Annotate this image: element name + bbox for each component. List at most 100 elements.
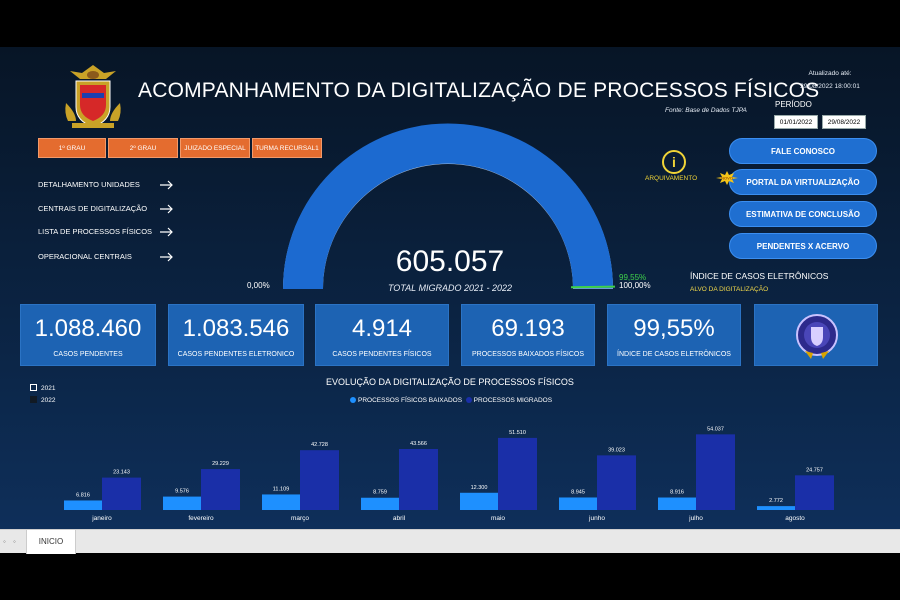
bar-migrados[interactable] xyxy=(795,475,834,510)
kpi-label: CASOS PENDENTES FÍSICOS xyxy=(332,351,432,358)
kpi-indice-casos-eletronicos: 99,55% ÍNDICE DE CASOS ELETRÔNICOS xyxy=(607,304,741,366)
legend-label-baixados: PROCESSOS FÍSICOS BAIXADOS xyxy=(358,397,463,404)
bar-data-label: 23.143 xyxy=(113,470,130,476)
bar-data-label: 8.759 xyxy=(373,490,387,496)
checkbox-icon xyxy=(30,396,37,403)
tab-2-grau[interactable]: 2º GRAU xyxy=(108,138,178,158)
bar-baixados[interactable] xyxy=(460,492,498,510)
arrow-right-icon[interactable] xyxy=(160,227,174,237)
prev-page-icon[interactable]: ◦ xyxy=(3,537,6,546)
page-title: ACOMPANHAMENTO DA DIGITALIZAÇÃO DE PROCE… xyxy=(138,79,820,102)
kpi-label: PROCESSOS BAIXADOS FÍSICOS xyxy=(471,351,585,358)
kpi-casos-pendentes-eletronico: 1.083.546 CASOS PENDENTES ELETRONICO xyxy=(168,304,304,366)
bar-data-label: 24.757 xyxy=(806,467,823,473)
period-label: PERÍODO xyxy=(775,100,812,109)
info-icon[interactable]: i xyxy=(662,150,686,174)
index-subtitle: ALVO DA DIGITALIZAÇÃO xyxy=(690,286,769,293)
gauge-target-label: 99,55% xyxy=(619,273,647,282)
bar-baixados[interactable] xyxy=(64,500,102,510)
tab-turma-recursal[interactable]: TURMA RECURSAL1 xyxy=(252,138,322,158)
bar-data-label: 54.037 xyxy=(707,426,724,432)
legend-dot-baixados xyxy=(350,397,356,403)
gauge-min-label: 0,00% xyxy=(247,281,270,290)
portal-virtualizacao-button[interactable]: PORTAL DA VIRTUALIZAÇÃO xyxy=(729,169,877,195)
bar-data-label: 2.772 xyxy=(769,498,783,504)
x-tick-label: janeiro xyxy=(91,515,112,522)
bar-baixados[interactable] xyxy=(361,497,399,510)
bar-migrados[interactable] xyxy=(102,477,141,510)
x-tick-label: agosto xyxy=(785,515,805,522)
bar-data-label: 9.576 xyxy=(175,489,189,495)
archive-link[interactable]: ARQUIVAMENTO xyxy=(645,175,698,182)
bar-migrados[interactable] xyxy=(597,455,636,510)
checkbox-icon xyxy=(30,384,37,391)
date-start-field[interactable]: 01/01/2022 xyxy=(774,115,818,129)
gauge-value: 605.057 xyxy=(395,245,505,278)
bar-migrados[interactable] xyxy=(498,437,537,510)
seal-card[interactable] xyxy=(754,304,878,366)
bar-data-label: 6.816 xyxy=(76,492,90,498)
tab-juizado-especial[interactable]: JUIZADO ESPECIAL xyxy=(180,138,250,158)
new-badge-icon: NOVO xyxy=(716,171,738,185)
arrow-right-icon[interactable] xyxy=(160,252,174,262)
gauge-max-label: 100,00% xyxy=(619,281,651,290)
bar-data-label: 39.023 xyxy=(608,447,625,453)
gauge-fill xyxy=(282,123,613,289)
legend-dot-migrados xyxy=(465,397,472,403)
bar-migrados[interactable] xyxy=(696,434,735,510)
nav-operacional-centrais[interactable]: OPERACIONAL CENTRAIS xyxy=(38,252,132,261)
nav-lista-processos-fisicos[interactable]: LISTA DE PROCESSOS FÍSICOS xyxy=(38,227,153,236)
bar-migrados[interactable] xyxy=(399,449,438,510)
next-page-icon[interactable]: ◦ xyxy=(13,537,16,546)
bar-data-label: 11.109 xyxy=(273,486,289,492)
year-label: 2021 xyxy=(41,385,56,392)
x-tick-label: fevereiro xyxy=(188,515,214,522)
gauge-subtitle: TOTAL MIGRADO 2021 - 2022 xyxy=(387,283,513,293)
x-tick-label: julho xyxy=(688,515,703,522)
kpi-label: CASOS PENDENTES ELETRONICO xyxy=(177,351,295,358)
bar-baixados[interactable] xyxy=(163,496,201,510)
x-tick-label: maio xyxy=(491,515,505,522)
nav-centrais-digitalizacao[interactable]: CENTRAIS DE DIGITALIZAÇÃO xyxy=(38,204,148,213)
dashboard: ACOMPANHAMENTO DA DIGITALIZAÇÃO DE PROCE… xyxy=(0,47,900,529)
kpi-casos-pendentes: 1.088.460 CASOS PENDENTES xyxy=(20,304,156,366)
page-nav-bar: ◦ ◦ INICIO xyxy=(0,529,900,554)
bar-baixados[interactable] xyxy=(757,506,795,510)
x-tick-label: abril xyxy=(393,515,406,522)
year-filter-2022[interactable]: 2022 xyxy=(30,396,55,404)
kpi-label: ÍNDICE DE CASOS ELETRÔNICOS xyxy=(617,351,731,358)
x-tick-label: março xyxy=(291,515,309,522)
updated-value: 29/08/2022 18:00:01 xyxy=(800,83,860,90)
bar-data-label: 8.916 xyxy=(670,490,684,496)
x-tick-label: junho xyxy=(588,515,605,522)
arrow-right-icon[interactable] xyxy=(160,204,174,214)
kpi-label: CASOS PENDENTES xyxy=(53,351,123,358)
bar-baixados[interactable] xyxy=(658,497,696,510)
bar-baixados[interactable] xyxy=(262,494,300,510)
bar-chart: 6.816 23.143 janeiro 9.576 29.229 fevereiro 11… xyxy=(64,426,834,522)
new-badge-label: NOVO xyxy=(721,176,733,181)
bar-migrados[interactable] xyxy=(300,450,339,510)
gauge-target-marker xyxy=(570,285,615,289)
arrow-right-icon[interactable] xyxy=(160,180,174,190)
bar-migrados[interactable] xyxy=(201,469,240,510)
kpi-value: 99,55% xyxy=(633,315,715,342)
kpi-casos-pendentes-fisicos: 4.914 CASOS PENDENTES FÍSICOS xyxy=(315,304,449,366)
estimativa-conclusao-button[interactable]: ESTIMATIVA DE CONCLUSÃO xyxy=(729,201,877,227)
nav-detalhamento-unidades[interactable]: DETALHAMENTO UNIDADES xyxy=(38,180,140,189)
tab-1-grau[interactable]: 1º GRAU xyxy=(38,138,106,158)
updated-label: Atualizado até: xyxy=(808,70,852,77)
index-title: ÍNDICE DE CASOS ELETRÔNICOS xyxy=(690,271,829,281)
date-end-field[interactable]: 29/08/2022 xyxy=(822,115,866,129)
kpi-value: 1.083.546 xyxy=(182,315,290,342)
bar-data-label: 8.945 xyxy=(571,489,585,495)
bar-baixados[interactable] xyxy=(559,497,597,510)
seal-badge-icon xyxy=(796,314,838,359)
kpi-value: 1.088.460 xyxy=(34,315,142,342)
year-filter-2021[interactable]: 2021 xyxy=(30,384,55,392)
pendentes-acervo-button[interactable]: PENDENTES X ACERVO xyxy=(729,233,877,259)
page-tab-inicio[interactable]: INICIO xyxy=(26,530,76,554)
legend-label-migrados: PROCESSOS MIGRADOS xyxy=(473,397,553,404)
bar-data-label: 51.510 xyxy=(509,430,526,436)
fale-conosco-button[interactable]: FALE CONOSCO xyxy=(729,138,877,164)
